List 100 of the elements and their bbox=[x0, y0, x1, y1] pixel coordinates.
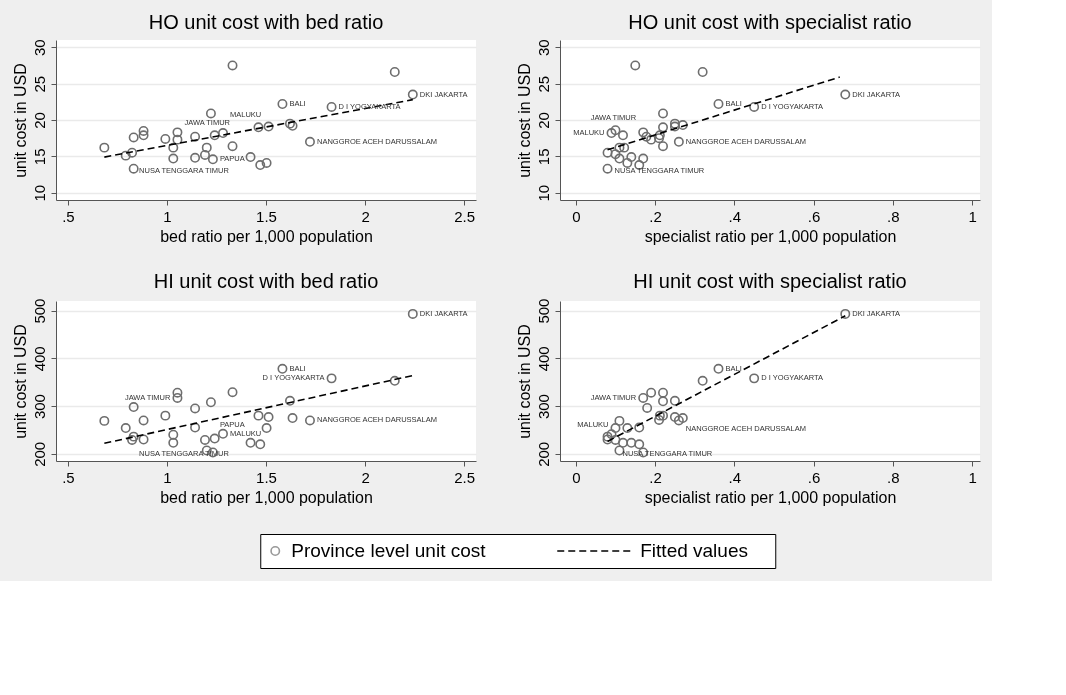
y-tick-label: 200 bbox=[534, 441, 552, 467]
point bbox=[138, 125, 149, 136]
point bbox=[287, 413, 298, 423]
point bbox=[172, 387, 183, 398]
point bbox=[128, 132, 139, 143]
chart-title: HI unit cost with bed ratio bbox=[153, 270, 379, 293]
y-tick-label: 25 bbox=[534, 75, 552, 93]
point bbox=[253, 410, 264, 421]
point bbox=[610, 149, 621, 160]
point bbox=[255, 160, 266, 171]
y-tick-label: 25 bbox=[30, 75, 48, 93]
point bbox=[128, 163, 139, 174]
y-tick-label: 15 bbox=[534, 148, 552, 166]
x-tick-label: 2 bbox=[361, 468, 370, 486]
x-tick-label: .5 bbox=[62, 207, 75, 225]
point bbox=[227, 141, 238, 152]
y-tick-label: 30 bbox=[30, 39, 48, 57]
point bbox=[305, 415, 315, 426]
x-tick-label: .6 bbox=[807, 207, 821, 225]
point bbox=[127, 435, 138, 445]
y-axis-title: unit cost in USD bbox=[515, 63, 533, 178]
point bbox=[658, 387, 668, 398]
x-tick-label: .5 bbox=[62, 468, 75, 486]
point bbox=[634, 439, 645, 450]
point bbox=[209, 130, 220, 141]
point bbox=[120, 150, 131, 161]
point bbox=[614, 142, 625, 153]
point bbox=[172, 134, 183, 145]
point bbox=[277, 99, 288, 109]
point bbox=[622, 423, 633, 434]
point bbox=[673, 136, 684, 147]
point bbox=[168, 142, 179, 153]
point bbox=[172, 127, 183, 138]
point bbox=[618, 437, 628, 448]
legend-label: Province level unit cost bbox=[291, 540, 487, 561]
point bbox=[610, 435, 621, 445]
point bbox=[614, 153, 625, 164]
point bbox=[138, 415, 149, 426]
x-tick-label: 0 bbox=[572, 207, 581, 225]
point bbox=[201, 142, 212, 153]
point bbox=[168, 429, 179, 440]
x-tick-label: .4 bbox=[728, 468, 742, 486]
point bbox=[245, 152, 256, 163]
point bbox=[253, 122, 264, 133]
point bbox=[190, 422, 201, 433]
y-tick-label: 10 bbox=[534, 184, 552, 202]
point bbox=[168, 437, 179, 448]
point bbox=[610, 423, 621, 434]
y-tick-label: 30 bbox=[534, 39, 552, 57]
point bbox=[614, 445, 625, 456]
point bbox=[127, 147, 138, 158]
y-tick-label: 400 bbox=[534, 346, 552, 372]
x-tick-label: .8 bbox=[887, 468, 900, 486]
point bbox=[99, 142, 110, 153]
point bbox=[713, 99, 724, 109]
y-axis-title: unit cost in USD bbox=[11, 324, 29, 439]
point bbox=[389, 375, 400, 386]
point bbox=[658, 141, 668, 152]
point bbox=[205, 397, 216, 408]
x-axis-title: bed ratio per 1,000 population bbox=[160, 227, 373, 245]
point bbox=[407, 89, 418, 100]
point bbox=[840, 89, 851, 100]
point bbox=[284, 395, 295, 406]
point bbox=[658, 410, 668, 421]
point bbox=[638, 127, 649, 138]
x-tick-label: .4 bbox=[728, 207, 742, 225]
point bbox=[227, 387, 238, 398]
point bbox=[218, 428, 228, 439]
point bbox=[227, 60, 238, 71]
point bbox=[658, 122, 668, 133]
point bbox=[207, 154, 218, 165]
point bbox=[190, 131, 201, 142]
point bbox=[626, 152, 637, 163]
point bbox=[638, 153, 649, 164]
y-tick-label: 300 bbox=[534, 394, 552, 420]
point bbox=[120, 423, 131, 434]
point bbox=[749, 101, 760, 112]
point bbox=[305, 136, 315, 147]
point bbox=[160, 410, 171, 421]
y-axis-title: unit cost in USD bbox=[11, 63, 29, 178]
y-tick-label: 10 bbox=[30, 184, 48, 202]
point bbox=[606, 429, 617, 440]
point bbox=[602, 147, 613, 158]
point bbox=[218, 128, 228, 139]
y-tick-label: 20 bbox=[534, 112, 552, 129]
point bbox=[138, 434, 149, 445]
x-tick-label: 1 bbox=[968, 468, 977, 486]
y-axis-title: unit cost in USD bbox=[515, 324, 533, 439]
point bbox=[669, 395, 680, 406]
point bbox=[646, 134, 657, 145]
point bbox=[407, 308, 418, 319]
point bbox=[172, 392, 183, 403]
y-tick-label: 15 bbox=[30, 148, 48, 166]
point bbox=[277, 363, 288, 374]
x-axis-title: specialist ratio per 1,000 population bbox=[644, 227, 897, 245]
y-tick-label: 400 bbox=[30, 346, 48, 372]
point bbox=[626, 437, 637, 448]
y-tick-label: 20 bbox=[30, 112, 48, 129]
x-tick-label: .8 bbox=[887, 207, 900, 225]
x-tick-label: 0 bbox=[572, 468, 581, 486]
